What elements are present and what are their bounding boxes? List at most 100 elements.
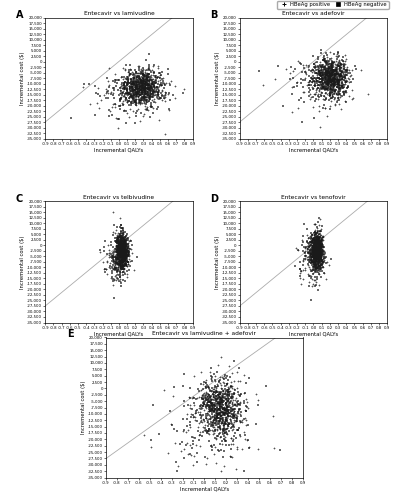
Point [300,76,306,84]
Point [135,89,141,97]
Point [113,264,119,272]
Point [121,255,127,263]
Point [223,406,230,413]
Point [219,411,225,419]
Point [321,56,327,64]
Point [81,80,87,88]
Point [230,392,236,400]
Point [116,244,122,252]
Point [347,72,353,80]
Point [316,244,322,252]
Point [226,392,232,400]
Point [333,64,339,72]
Point [118,232,124,239]
Point [310,252,316,260]
Point [119,244,125,252]
Point [224,403,230,411]
Point [332,60,338,68]
Point [222,419,228,427]
Point [316,237,322,245]
Point [216,392,222,400]
Point [204,407,211,415]
Point [130,95,136,103]
Point [209,377,216,385]
Point [117,238,123,246]
Point [309,231,315,239]
Point [118,228,124,235]
Point [318,249,324,257]
Point [339,79,345,87]
Point [271,444,277,452]
Point [312,230,318,238]
Point [314,236,321,244]
Point [125,70,132,78]
Point [319,74,325,82]
Point [314,77,320,85]
Point [119,241,125,249]
Point [117,246,123,254]
Point [134,73,140,81]
Point [224,412,231,420]
Point [216,390,222,398]
Point [241,416,247,424]
Point [315,237,321,245]
Point [313,76,320,84]
Point [135,100,141,108]
Point [310,249,316,257]
Point [305,80,312,88]
Point [221,406,228,414]
Point [117,242,123,250]
Point [122,238,128,246]
Point [138,76,144,84]
Point [333,86,340,94]
Point [318,78,325,86]
Point [339,82,345,90]
Point [126,86,132,94]
Point [112,263,118,271]
Point [115,234,121,242]
Point [314,264,321,272]
Point [314,241,321,249]
Point [312,260,318,268]
Point [114,249,120,257]
Point [220,398,226,406]
Point [324,52,330,60]
Point [231,412,237,420]
Point [327,81,334,89]
Point [129,93,135,101]
Point [208,405,214,413]
Point [309,245,315,253]
Point [327,74,334,82]
Point [315,249,321,257]
Point [141,86,148,94]
Point [193,410,200,418]
Point [117,251,123,259]
Point [114,256,120,264]
Point [311,242,317,250]
Point [120,228,127,236]
Point [332,70,338,78]
Point [116,246,122,254]
Point [309,270,316,278]
Point [343,68,349,76]
Point [331,75,337,83]
Point [123,89,129,97]
Point [309,234,315,242]
Point [147,86,153,94]
Point [202,388,209,396]
Point [134,253,141,261]
Point [312,254,318,262]
Point [114,267,120,275]
Point [117,229,123,237]
Point [121,85,127,93]
Point [325,80,332,88]
Point [316,251,322,259]
Point [119,262,126,270]
Point [163,80,170,88]
Point [136,98,142,106]
Point [118,246,124,254]
Point [317,70,323,78]
Point [310,246,316,254]
Point [143,72,149,80]
Point [121,238,127,246]
